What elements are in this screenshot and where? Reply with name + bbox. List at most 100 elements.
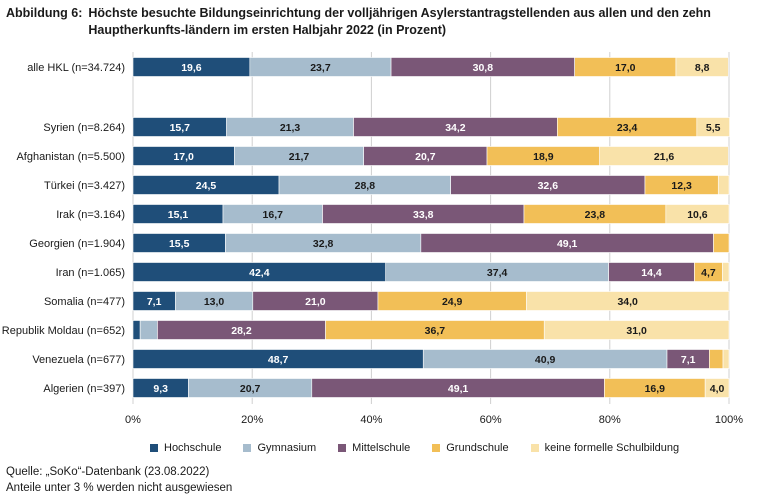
bar-segment — [599, 146, 729, 166]
x-tick-label: 60% — [480, 414, 502, 426]
data-label: 42,4 — [249, 267, 270, 279]
data-label: 21,0 — [305, 296, 326, 308]
data-label: 14,4 — [641, 267, 662, 279]
category-label: alle HKL (n=34.724) — [27, 62, 125, 74]
legend-item: Grundschule — [432, 442, 509, 454]
footnote: Anteile unter 3 % werden nicht ausgewies… — [6, 482, 233, 494]
category-label: Somalia (n=477) — [44, 296, 125, 308]
legend-swatch — [530, 444, 539, 452]
data-label: 21,7 — [289, 151, 310, 163]
legend-label: Grundschule — [446, 442, 509, 454]
data-label: 7,1 — [681, 354, 696, 366]
data-label: 21,3 — [280, 122, 301, 134]
bar-segment — [722, 349, 730, 369]
data-label: 23,8 — [585, 209, 606, 221]
data-label: 4,7 — [701, 267, 716, 279]
category-label: Algerien (n=397) — [43, 383, 125, 395]
data-label: 23,4 — [617, 122, 638, 134]
category-label: Syrien (n=8.264) — [43, 122, 125, 134]
data-label: 23,7 — [310, 62, 331, 74]
data-label: 19,6 — [181, 62, 202, 74]
bar-segment — [132, 320, 141, 340]
data-label: 34,0 — [617, 296, 638, 308]
x-tick-label: 40% — [360, 414, 382, 426]
data-label: 49,1 — [448, 383, 469, 395]
data-label: 36,7 — [425, 325, 446, 337]
figure-title-text: Höchste besuchte Bildungseinrichtung der… — [88, 6, 711, 37]
category-label: Afghanistan (n=5.500) — [16, 151, 125, 163]
bar-segment — [696, 117, 730, 137]
data-label: 16,9 — [645, 383, 666, 395]
data-label: 28,8 — [355, 180, 376, 192]
data-label: 17,0 — [615, 62, 636, 74]
bar-segment — [543, 320, 730, 340]
figure-label: Abbildung 6: — [6, 6, 83, 20]
data-label: 32,6 — [538, 180, 559, 192]
legend-label: Mittelschule — [352, 442, 411, 454]
category-label: Iran (n=1.065) — [56, 267, 125, 279]
category-label: Irak (n=3.164) — [56, 209, 125, 221]
data-label: 13,0 — [204, 296, 225, 308]
legend-label: Hochschule — [164, 442, 222, 454]
data-label: 4,0 — [710, 383, 725, 395]
data-label: 18,9 — [533, 151, 554, 163]
legend-label: Gymnasium — [257, 442, 317, 454]
legend-item: Mittelschule — [338, 442, 410, 454]
bar-segment — [717, 175, 730, 195]
data-label: 30,8 — [473, 62, 494, 74]
bar-segment — [139, 320, 158, 340]
legend-item: Hochschule — [150, 442, 221, 454]
category-label: Georgien (n=1.904) — [29, 238, 125, 250]
data-label: 34,2 — [445, 122, 466, 134]
bar-segment — [704, 378, 730, 398]
legend-swatch — [150, 444, 158, 452]
data-label: 31,0 — [626, 325, 647, 337]
bar-segment — [709, 349, 724, 369]
data-label: 15,5 — [169, 238, 190, 250]
data-label: 28,2 — [231, 325, 252, 337]
data-label: 7,1 — [147, 296, 162, 308]
x-tick-label: 20% — [241, 414, 263, 426]
figure-title: Abbildung 6: Höchste besuchte Bildungsei… — [6, 5, 762, 39]
data-label: 48,7 — [268, 354, 289, 366]
legend-item: keine formelle Schulbildung — [530, 442, 680, 454]
legend-swatch — [338, 444, 347, 452]
category-label: Republik Moldau (n=652) — [2, 325, 125, 337]
data-label: 15,1 — [168, 209, 189, 221]
data-label: 17,0 — [173, 151, 194, 163]
x-tick-label: 0% — [125, 414, 141, 426]
data-label: 8,8 — [695, 62, 710, 74]
data-label: 20,7 — [415, 151, 436, 163]
legend-label: keine formelle Schulbildung — [544, 442, 680, 454]
data-label: 9,3 — [153, 383, 168, 395]
stacked-bar-chart: 0% 20% 40% 60% 80% 100% alle HKL (n=34.724) 19,… — [2, 52, 743, 426]
data-label: 15,7 — [170, 122, 191, 134]
bar-segment — [675, 57, 729, 77]
bar-segment — [722, 262, 730, 282]
data-label: 10,6 — [687, 209, 708, 221]
data-label: 40,9 — [535, 354, 556, 366]
x-tick-label: 80% — [599, 414, 621, 426]
bar-segment — [713, 233, 730, 253]
data-label: 33,8 — [413, 209, 434, 221]
category-label: Venezuela (n=677) — [32, 354, 125, 366]
data-label: 32,8 — [313, 238, 334, 250]
legend-swatch — [243, 444, 252, 452]
data-label: 16,7 — [263, 209, 284, 221]
data-label: 12,3 — [671, 180, 692, 192]
source-note: Quelle: „SoKo“-Datenbank (23.08.2022) — [6, 466, 210, 478]
chart-legend: Hochschule Gymnasium Mittelschule Grundschu… — [150, 442, 750, 454]
data-label: 5,5 — [706, 122, 721, 134]
data-label: 24,5 — [196, 180, 217, 192]
bar-segment — [526, 291, 730, 311]
data-label: 21,6 — [654, 151, 675, 163]
legend-item: Gymnasium — [243, 442, 316, 454]
legend-swatch — [432, 444, 441, 452]
data-label: 37,4 — [487, 267, 508, 279]
bar-segment — [665, 204, 730, 224]
data-label: 24,9 — [442, 296, 463, 308]
data-label: 20,7 — [240, 383, 261, 395]
x-tick-label: 100% — [715, 414, 743, 426]
data-label: 49,1 — [557, 238, 578, 250]
category-label: Türkei (n=3.427) — [44, 180, 125, 192]
